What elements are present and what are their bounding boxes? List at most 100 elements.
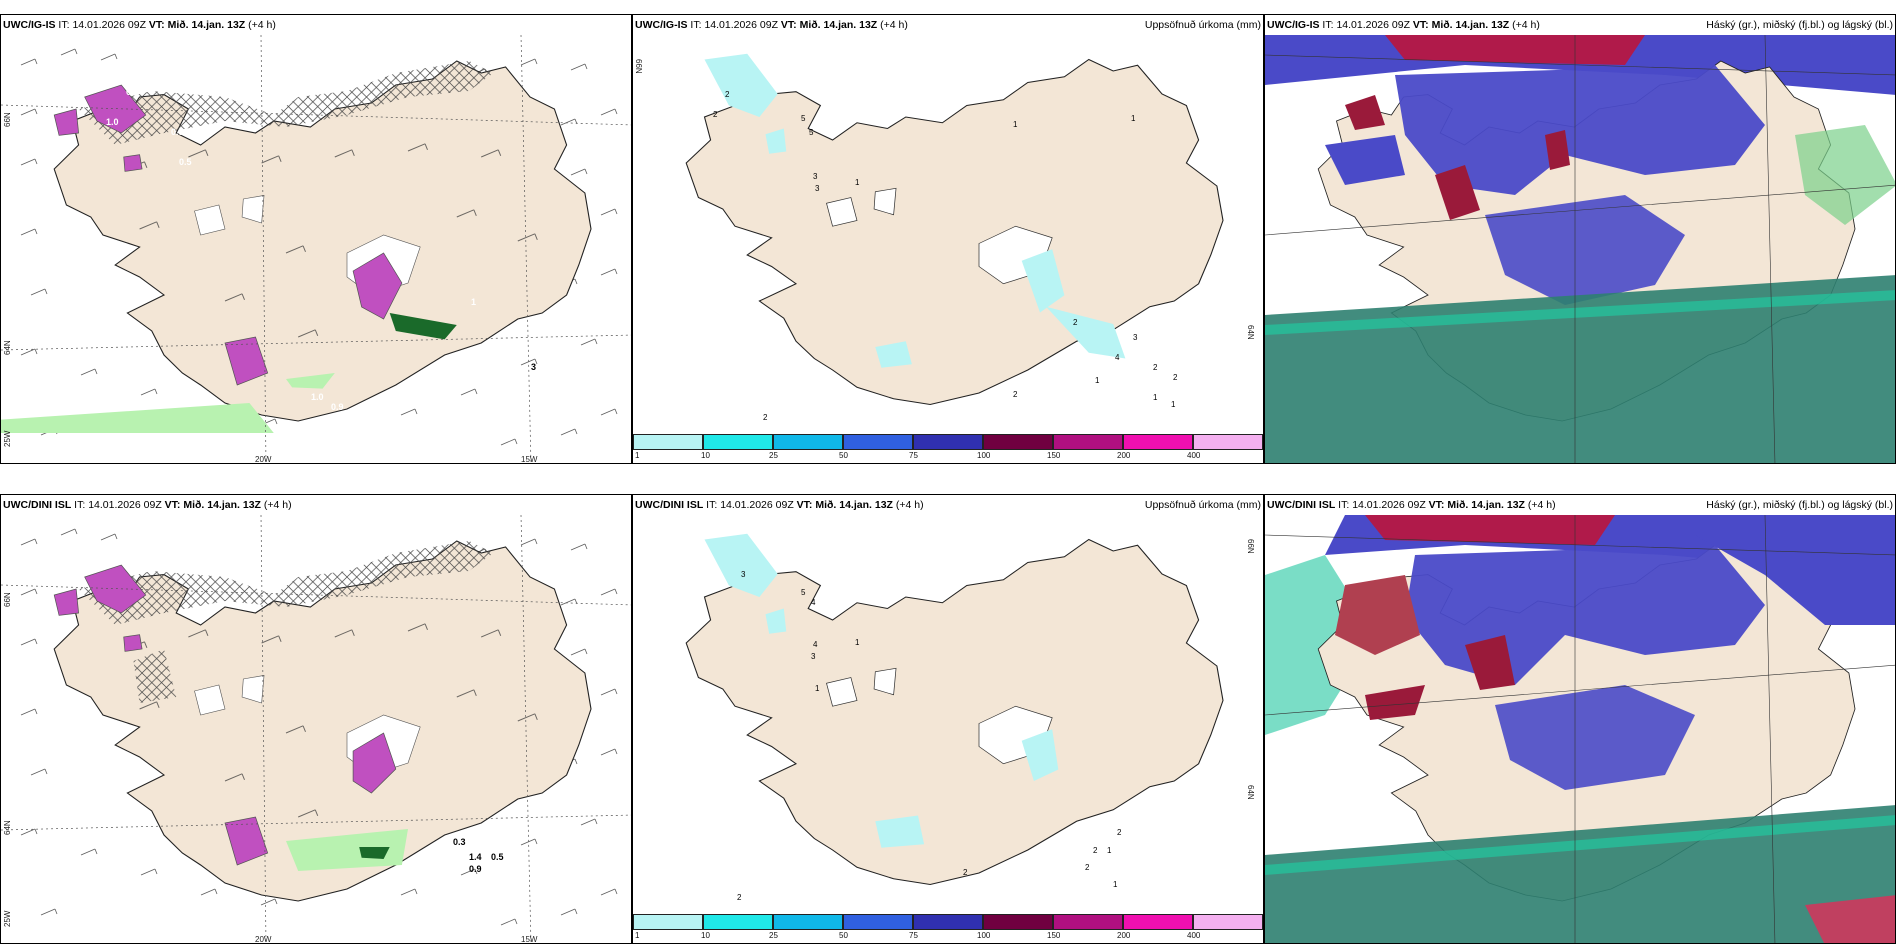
colorbar-label: 1 [635, 931, 640, 940]
cloud-panel-2: UWC/DINI ISL IT: 14.01.2026 09Z VT: Mið.… [1264, 494, 1896, 944]
value-label: 0.9 [331, 402, 344, 412]
colorbar-seg [1123, 434, 1193, 450]
lat-label: 64N [3, 340, 12, 355]
value-label: 1.0 [106, 117, 119, 127]
colorbar-seg [773, 914, 843, 930]
precip-value: 1 [855, 638, 860, 647]
lead-time: (+4 h) [895, 499, 924, 511]
panel-title: UWC/DINI ISL IT: 14.01.2026 09Z VT: Mið.… [633, 495, 1263, 515]
colorbar-seg [1053, 434, 1123, 450]
cloud-legend-label: Háský (gr.), miðský (fj.bl.) og lágský (… [1706, 19, 1893, 31]
colorbar-label: 10 [701, 931, 710, 940]
precip-value: 1 [1171, 400, 1176, 409]
colorbar-seg [633, 434, 703, 450]
precip-value: 1 [1131, 114, 1136, 123]
model-name: UWC/DINI ISL [3, 499, 72, 511]
vt-label: VT: [1428, 499, 1445, 511]
precip-panel-1: UWC/IG-IS IT: 14.01.2026 09Z VT: Mið. 14… [632, 14, 1264, 464]
cloud-cover-map [1265, 515, 1895, 943]
precip-value: 5 [801, 114, 806, 123]
panel-title: UWC/IG-IS IT: 14.01.2026 09Z VT: Mið. 14… [633, 15, 1263, 35]
panel-title: UWC/IG-IS IT: 14.01.2026 09Z VT: Mið. 14… [1, 15, 631, 35]
colorbar-seg [983, 914, 1053, 930]
accumulated-precip-map: 3 5 4 4 3 1 1 2 2 1 2 1 2 2 [633, 515, 1263, 913]
left-map-panel-2: UWC/DINI ISL IT: 14.01.2026 09Z VT: Mið.… [0, 494, 632, 944]
precip-value: 1 [1095, 376, 1100, 385]
lat-label: 66N [634, 59, 643, 74]
vt-value: Mið. 14.jan. 13Z [1447, 499, 1525, 511]
panel-title: UWC/DINI ISL IT: 14.01.2026 09Z VT: Mið.… [1265, 495, 1895, 515]
model-name: UWC/IG-IS [3, 19, 56, 31]
precip-value: 1 [815, 684, 820, 693]
value-label: 1 [471, 297, 476, 307]
colorbar-label: 400 [1187, 451, 1201, 460]
precip-value: 2 [1117, 828, 1122, 837]
colorbar-label: 10 [701, 451, 710, 460]
wind-precip-map: 0.5 0.9 1.0 0.5 1 0.9 1.0 3 [1, 35, 631, 463]
lead-time: (+4 h) [880, 19, 908, 31]
precip-value: 2 [1153, 363, 1158, 372]
colorbar-seg [983, 434, 1053, 450]
lead-time: (+4 h) [1527, 499, 1556, 511]
value-label: 0.9 [171, 127, 184, 137]
lat-label: 64N [1246, 325, 1255, 340]
colorbar-seg [843, 914, 913, 930]
colorbar-label: 400 [1187, 931, 1201, 940]
precip-value: 2 [1085, 863, 1090, 872]
colorbar-seg [633, 914, 703, 930]
it-label: IT: [1322, 19, 1334, 31]
model-name: UWC/DINI ISL [1267, 499, 1336, 511]
precip-value: 2 [737, 893, 742, 902]
value-label: 1.4 [469, 852, 482, 862]
cloud-panel-1: UWC/IG-IS IT: 14.01.2026 09Z VT: Mið. 14… [1264, 14, 1896, 464]
lat-label: 25W [3, 430, 12, 447]
lat-label: 66N [3, 592, 12, 607]
precip-value: 5 [801, 588, 806, 597]
it-label: IT: [690, 19, 702, 31]
model-name: UWC/IG-IS [635, 19, 688, 31]
vt-label: VT: [1412, 19, 1429, 31]
colorbar-label: 100 [977, 451, 991, 460]
lead-time: (+4 h) [263, 499, 292, 511]
value-label: 0.5 [126, 87, 139, 97]
precip-value: 2 [1093, 846, 1098, 855]
colorbar-label: 150 [1047, 451, 1061, 460]
precip-value: 1 [1013, 120, 1018, 129]
lat-label: 66N [1246, 539, 1255, 554]
left-map-panel-1: UWC/IG-IS IT: 14.01.2026 09Z VT: Mið. 14… [0, 14, 632, 464]
precip-value: 3 [741, 570, 746, 579]
value-label: 1.0 [311, 392, 324, 402]
it-value: 14.01.2026 09Z [704, 19, 778, 31]
value-label: 0.5 [179, 157, 192, 167]
lat-label: 25W [3, 910, 12, 927]
precip-value: 3 [811, 652, 816, 661]
lon-label: 15W [521, 935, 538, 944]
lead-time: (+4 h) [248, 19, 276, 31]
colorbar-seg [1193, 914, 1263, 930]
it-label: IT: [58, 19, 70, 31]
vt-value: Mið. 14.jan. 13Z [799, 19, 878, 31]
precip-panel-2: UWC/DINI ISL IT: 14.01.2026 09Z VT: Mið.… [632, 494, 1264, 944]
colorbar-label: 75 [909, 451, 918, 460]
colorbar-seg [1123, 914, 1193, 930]
lon-label: 15W [521, 455, 538, 464]
lat-label: 64N [3, 820, 12, 835]
precip-value: 2 [1013, 390, 1018, 399]
model-name: UWC/IG-IS [1267, 19, 1320, 31]
it-label: IT: [706, 499, 718, 511]
precip-value: 4 [813, 640, 818, 649]
precip-value: 3 [1133, 333, 1138, 342]
colorbar-label: 100 [977, 931, 991, 940]
unit-label: Uppsöfnuð úrkoma (mm) [1144, 19, 1261, 31]
cloud-cover-map [1265, 35, 1895, 463]
colorbar-seg [1193, 434, 1263, 450]
precip-value: 1 [1113, 880, 1118, 889]
colorbar-seg [1053, 914, 1123, 930]
colorbar-seg [773, 434, 843, 450]
vt-value: Mið. 14.jan. 13Z [167, 19, 246, 31]
vt-label: VT: [148, 19, 165, 31]
lon-label: 20W [255, 935, 272, 944]
it-value: 14.01.2026 09Z [72, 19, 146, 31]
precip-value: 1 [1153, 393, 1158, 402]
precip-value: 3 [813, 172, 818, 181]
